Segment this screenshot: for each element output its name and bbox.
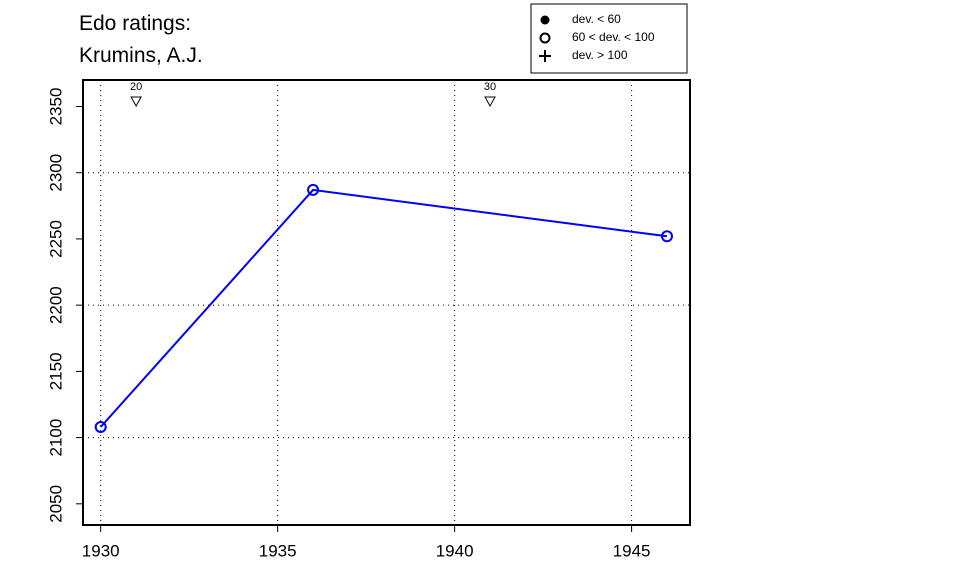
legend-symbol — [539, 32, 551, 44]
point — [660, 230, 673, 243]
annotation-marker — [130, 96, 142, 108]
y-tick-label: 2300 — [46, 154, 65, 192]
y-tick-label: 2050 — [46, 485, 65, 523]
legend-symbol — [540, 15, 550, 25]
x-tick-label: 1945 — [613, 541, 651, 560]
line — [99, 188, 668, 428]
point — [94, 420, 107, 433]
y-tick-label: 2250 — [46, 220, 65, 258]
annotation-label: 20 — [130, 81, 142, 93]
x-tick-label: 1935 — [259, 541, 297, 560]
y-tick-label: 2150 — [46, 352, 65, 390]
y-tick-label: 2350 — [46, 88, 65, 126]
x-tick-label: 1930 — [82, 541, 120, 560]
plot-frame — [82, 79, 691, 526]
annotation-marker — [484, 96, 496, 108]
legend-label: dev. > 100 — [572, 48, 628, 62]
chart-title: Edo ratings: — [79, 12, 191, 35]
chart-subtitle: Krumins, A.J. — [79, 44, 203, 67]
annotation-label: 30 — [484, 81, 496, 93]
y-tick-label: 2100 — [46, 419, 65, 457]
x-tick-label: 1940 — [436, 541, 474, 560]
legend-symbol — [539, 50, 551, 62]
legend-label: 60 < dev. < 100 — [572, 30, 655, 44]
legend-box — [530, 3, 688, 74]
point — [307, 183, 320, 196]
legend-label: dev. < 60 — [572, 12, 621, 26]
y-tick-label: 2200 — [46, 286, 65, 324]
